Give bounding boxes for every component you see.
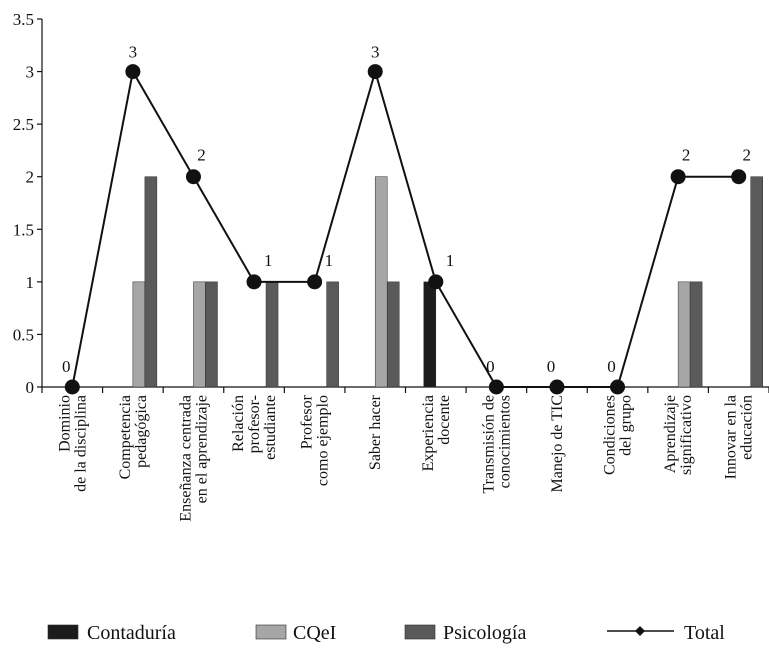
total-point bbox=[307, 274, 322, 289]
bar bbox=[145, 177, 157, 387]
total-point bbox=[489, 380, 504, 395]
x-tick-label-line: Competencia bbox=[117, 395, 134, 479]
bar bbox=[690, 282, 702, 387]
x-tick-label-line: Experiencia bbox=[420, 395, 437, 471]
bar bbox=[375, 177, 387, 387]
legend-swatch bbox=[48, 625, 78, 639]
total-line bbox=[65, 64, 746, 394]
x-tick-label: Relación profesor-estudiante bbox=[230, 395, 279, 460]
x-tick-label-line: docente bbox=[436, 395, 453, 445]
x-tick-label: Transmisión de conocimientos bbox=[480, 395, 513, 494]
x-tick-label: Innovar en la educación bbox=[723, 395, 756, 479]
legend-label: Contaduría bbox=[87, 622, 176, 644]
y-tick-label: 1.5 bbox=[13, 220, 34, 239]
x-tick-label-line: Transmisión de bbox=[480, 395, 497, 494]
bar bbox=[266, 282, 278, 387]
legend: Contaduría CQeI Psicología Total bbox=[48, 622, 725, 644]
bar bbox=[751, 177, 763, 387]
y-tick-label: 2.5 bbox=[13, 115, 34, 134]
x-tick-label-line: Manejo de TIC bbox=[549, 395, 566, 492]
x-tick-label-line: estudiante bbox=[262, 395, 279, 460]
x-tick-label-line: en el aprendizaje bbox=[193, 395, 210, 503]
x-ticks: Dominio de la disciplina Competencia pedagó… bbox=[42, 387, 769, 522]
x-tick-label: Dominio de la disciplina bbox=[56, 395, 89, 492]
y-tick-label: 2 bbox=[26, 168, 35, 187]
x-tick-label-line: Dominio bbox=[56, 395, 73, 452]
x-tick-label: Enseñanza centrada en el aprendizaje bbox=[177, 395, 210, 522]
y-tick-label: 3 bbox=[26, 63, 35, 82]
x-tick-label: Experiencia docente bbox=[420, 395, 453, 471]
bar bbox=[424, 282, 436, 387]
y-tick-label: 3.5 bbox=[13, 10, 34, 29]
data-label: 1 bbox=[325, 251, 334, 270]
bar bbox=[678, 282, 690, 387]
y-tick-label: 1 bbox=[26, 273, 35, 292]
x-tick-label-line: conocimientos bbox=[496, 395, 513, 488]
x-tick-label: Competencia pedagógica bbox=[117, 395, 150, 479]
data-labels: 0 3 2 1 1 3 1 0 0 0 2 2 bbox=[62, 43, 751, 376]
x-tick-label-line: del grupo bbox=[618, 395, 635, 456]
x-tick-label: Manejo de TIC bbox=[549, 395, 566, 492]
legend-swatch bbox=[256, 625, 286, 639]
x-tick-label: Aprendizaje significativo bbox=[662, 395, 695, 475]
bar bbox=[205, 282, 217, 387]
total-point bbox=[731, 169, 746, 184]
x-tick-label-line: Aprendizaje bbox=[662, 395, 679, 473]
total-point bbox=[549, 380, 564, 395]
data-label: 2 bbox=[742, 146, 751, 165]
total-point bbox=[671, 169, 686, 184]
total-point bbox=[428, 274, 443, 289]
y-tick-label: 0.5 bbox=[13, 325, 34, 344]
bar bbox=[193, 282, 205, 387]
data-label: 0 bbox=[62, 357, 71, 376]
legend-label: CQeI bbox=[293, 622, 336, 644]
data-label: 0 bbox=[547, 357, 556, 376]
bar bbox=[387, 282, 399, 387]
plot-area: 0 0.5 1 1.5 2 2.5 3 3.5 Dominio de la disciplina… bbox=[13, 10, 769, 522]
y-tick-label: 0 bbox=[26, 378, 35, 397]
legend-diamond-marker bbox=[635, 626, 645, 636]
bar bbox=[133, 282, 145, 387]
legend-label: Psicología bbox=[443, 622, 526, 644]
y-ticks: 0 0.5 1 1.5 2 2.5 3 3.5 bbox=[13, 10, 42, 397]
x-tick-label-line: Enseñanza centrada bbox=[177, 395, 194, 522]
x-tick-label-line: Condiciones bbox=[602, 395, 619, 475]
total-point bbox=[610, 380, 625, 395]
data-label: 1 bbox=[264, 251, 273, 270]
data-label: 3 bbox=[129, 43, 138, 62]
total-series-line bbox=[72, 72, 738, 387]
data-label: 3 bbox=[371, 43, 380, 62]
x-tick-label-line: pedagógica bbox=[133, 395, 150, 468]
data-label: 1 bbox=[446, 251, 455, 270]
bar bbox=[327, 282, 339, 387]
legend-swatch bbox=[405, 625, 435, 639]
x-tick-label: Condiciones del grupo bbox=[602, 395, 635, 475]
x-tick-label-line: Saber hacer bbox=[367, 394, 384, 470]
data-label: 0 bbox=[486, 357, 495, 376]
data-label: 2 bbox=[197, 146, 206, 165]
x-tick-label-line: profesor- bbox=[246, 395, 263, 453]
total-point bbox=[186, 169, 201, 184]
total-point bbox=[65, 380, 80, 395]
x-tick-label: Saber hacer bbox=[367, 394, 384, 470]
data-label: 2 bbox=[682, 146, 691, 165]
x-tick-label-line: Profesor bbox=[299, 394, 316, 449]
total-point bbox=[247, 274, 262, 289]
total-point bbox=[125, 64, 140, 79]
x-tick-label-line: Relación bbox=[230, 395, 247, 452]
x-tick-label-line: Innovar en la bbox=[723, 395, 740, 479]
total-point bbox=[368, 64, 383, 79]
x-tick-label: Profesor como ejemplo bbox=[299, 394, 332, 486]
legend-label: Total bbox=[684, 622, 725, 644]
x-tick-label-line: como ejemplo bbox=[315, 395, 332, 486]
x-tick-label-line: significativo bbox=[678, 395, 695, 475]
x-tick-label-line: educación bbox=[739, 395, 756, 460]
data-label: 0 bbox=[607, 357, 616, 376]
x-tick-label-line: de la disciplina bbox=[72, 395, 89, 492]
